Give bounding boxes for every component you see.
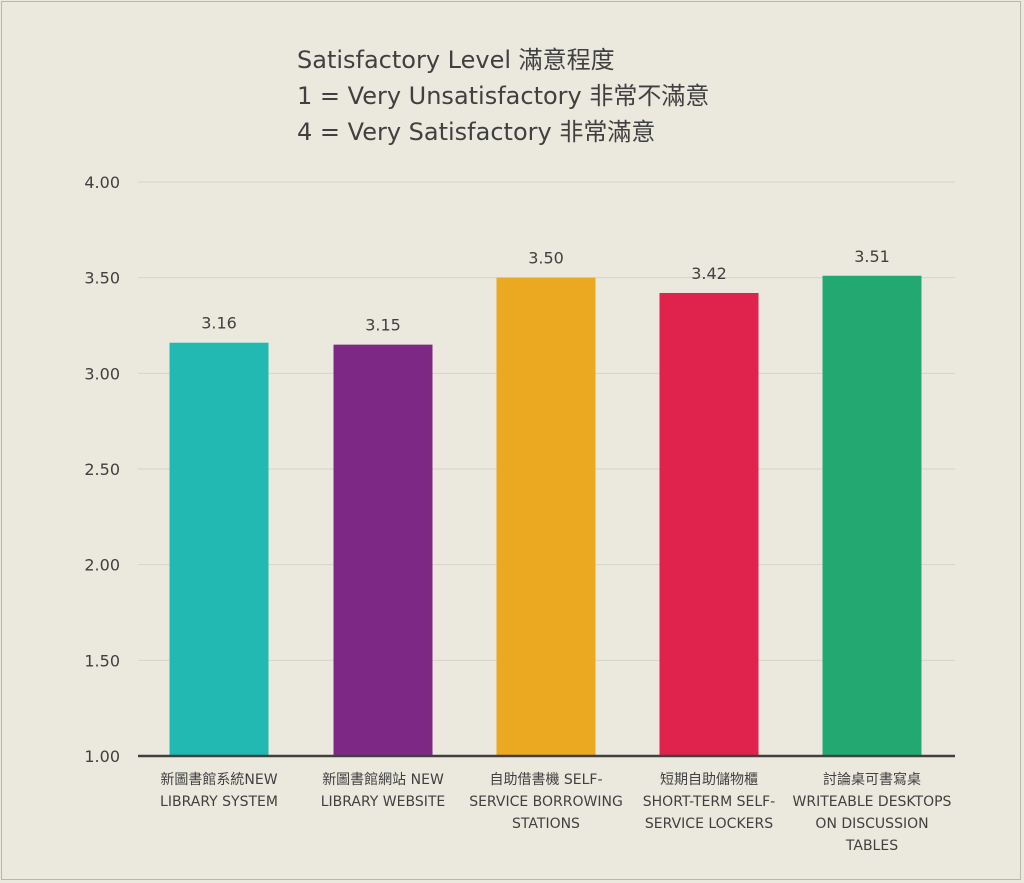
y-axis-ticks: 1.00 1.50 2.00 2.50 3.00 3.50 4.00 [84,173,120,766]
y-tick-label: 1.50 [84,651,120,670]
data-label: 3.15 [365,316,401,335]
bar [659,292,759,756]
bar [496,277,596,756]
x-tick-label: ON DISCUSSION [815,816,928,832]
chart-title-line-3: 4 = Very Satisfactory 非常滿意 [297,118,656,146]
chart-title-line-1: Satisfactory Level 滿意程度 [297,46,615,74]
bars [169,275,922,756]
y-tick-label: 3.50 [84,269,120,288]
data-label: 3.50 [528,249,564,268]
bar [169,342,269,756]
x-tick-label: 新圖書館網站 NEW [322,771,444,788]
x-tick-label: WRITEABLE DESKTOPS [793,794,952,810]
x-tick-label: SHORT-TERM SELF- [643,794,775,810]
x-tick-label: 討論桌可書寫桌 [823,771,921,788]
chart-title-line-2: 1 = Very Unsatisfactory 非常不滿意 [297,82,710,110]
data-label: 3.16 [201,314,237,333]
y-tick-label: 3.00 [84,364,120,383]
bar [333,344,433,756]
y-tick-label: 2.50 [84,460,120,479]
x-tick-label: TABLES [845,838,898,854]
x-tick-label: SERVICE LOCKERS [645,816,773,832]
bar [822,275,922,756]
x-tick-label: LIBRARY SYSTEM [160,794,278,810]
x-tick-label: STATIONS [512,816,580,832]
y-tick-label: 2.00 [84,556,120,575]
x-tick-label: LIBRARY WEBSITE [321,794,446,810]
x-axis-labels: 新圖書館系統NEW LIBRARY SYSTEM 新圖書館網站 NEW LIBRARY… [160,771,952,854]
x-tick-label: 新圖書館系統NEW [160,771,277,788]
x-tick-label: SERVICE BORROWING [469,794,623,810]
y-tick-label: 1.00 [84,747,120,766]
data-label: 3.42 [691,264,727,283]
data-labels: 3.16 3.15 3.50 3.42 3.51 [201,247,890,335]
x-tick-label: 自助借書機 SELF- [489,772,602,788]
y-tick-label: 4.00 [84,173,120,192]
x-tick-label: 短期自助儲物櫃 [660,772,758,788]
data-label: 3.51 [854,247,890,266]
